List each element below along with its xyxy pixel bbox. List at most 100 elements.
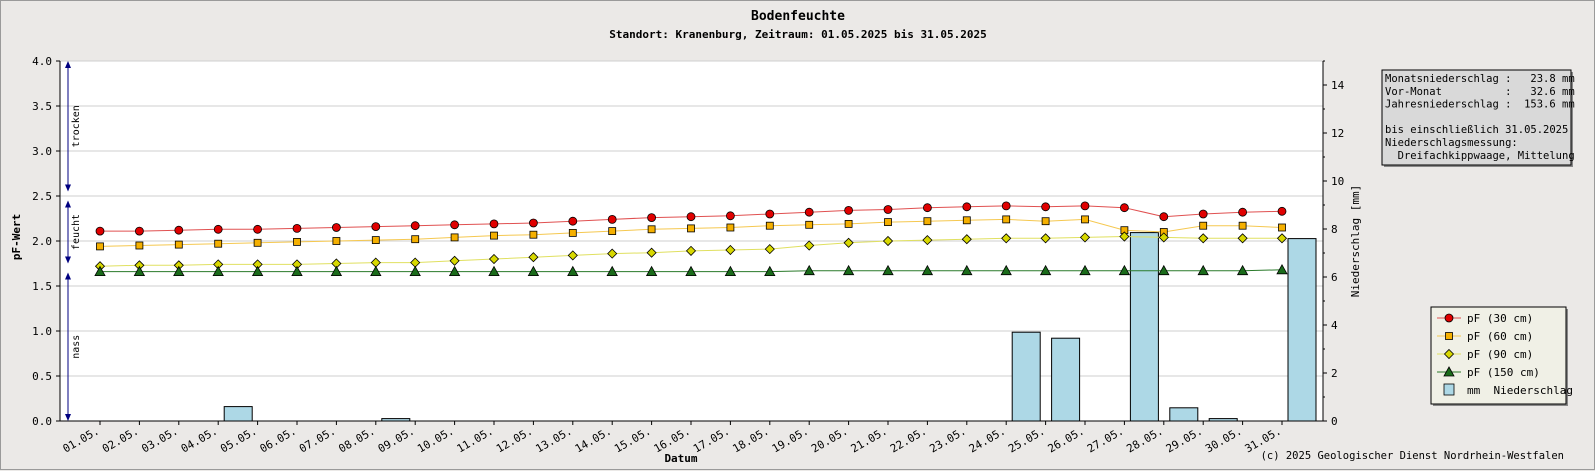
y2-axis-label: Niederschlag [mm] <box>1349 185 1362 298</box>
data-point <box>1040 233 1051 244</box>
data-point <box>1002 215 1011 224</box>
data-point <box>488 265 500 277</box>
x-tick-label: 09.05. <box>376 424 417 455</box>
info-box-line: bis einschließlich 31.05.2025 <box>1385 124 1568 136</box>
x-tick-label: 15.05. <box>612 424 653 455</box>
data-point <box>725 244 736 256</box>
precipitation-bar <box>1011 331 1041 422</box>
info-box-line: Niederschlagsmessung: <box>1385 137 1518 149</box>
data-point <box>961 234 972 245</box>
x-tick-label: 06.05. <box>258 424 299 455</box>
data-point <box>1120 203 1129 213</box>
y-tick-label: 1.0 <box>32 325 52 338</box>
data-point <box>1236 264 1249 276</box>
x-tick-label: 10.05. <box>415 424 456 455</box>
data-point <box>173 265 185 277</box>
data-point <box>448 265 461 277</box>
x-tick-label: 26.05. <box>1046 424 1087 455</box>
data-point <box>1197 264 1209 276</box>
data-point <box>1237 233 1248 244</box>
data-point <box>726 211 735 221</box>
y2-tick-label: 6 <box>1331 271 1338 284</box>
data-point <box>450 220 460 230</box>
data-point <box>1199 221 1208 230</box>
zone-label: trocken <box>71 105 82 147</box>
data-point <box>1000 264 1012 276</box>
data-point <box>96 242 104 251</box>
data-point <box>253 238 262 247</box>
x-tick-label: 03.05. <box>139 424 180 455</box>
data-point <box>647 225 656 234</box>
zone-arrow-head <box>65 414 71 421</box>
x-tick-label: 25.05. <box>1006 424 1047 455</box>
data-point <box>95 226 105 236</box>
y2-tick-label: 10 <box>1331 175 1344 188</box>
legend-label: mm Niederschlag <box>1467 384 1573 397</box>
data-point <box>528 252 539 263</box>
x-tick-label: 20.05. <box>809 424 850 455</box>
zone-arrow-head <box>65 200 71 208</box>
data-point <box>409 265 421 277</box>
precipitation-bar <box>1287 238 1317 422</box>
data-point <box>882 235 894 247</box>
x-tick-label: 27.05. <box>1085 424 1126 455</box>
x-tick-label: 16.05. <box>652 424 693 455</box>
precipitation-bar <box>223 406 253 422</box>
data-point <box>94 265 106 277</box>
x-tick-label: 29.05. <box>1164 424 1205 455</box>
legend-marker <box>1443 366 1455 377</box>
chart-subtitle: Standort: Kranenburg, Zeitraum: 01.05.20… <box>609 28 987 41</box>
x-tick-label: 08.05. <box>336 424 377 455</box>
legend-marker <box>1443 383 1455 396</box>
zone-arrow-head <box>65 256 71 264</box>
data-point <box>844 219 853 228</box>
data-point <box>923 203 932 213</box>
data-point <box>685 265 697 277</box>
data-point <box>251 265 264 277</box>
info-box-line: Vor-Monat : 32.6 mm <box>1385 86 1575 98</box>
data-point <box>1001 233 1012 244</box>
data-point <box>449 255 460 266</box>
data-point <box>1198 233 1209 244</box>
zone-label: nass <box>71 335 82 359</box>
data-point <box>330 265 343 277</box>
data-point <box>371 222 381 232</box>
data-point <box>331 223 341 232</box>
y-tick-label: 2.5 <box>32 190 52 203</box>
data-point <box>411 235 420 244</box>
data-point <box>1278 223 1286 232</box>
x-tick-label: 12.05. <box>494 424 535 455</box>
data-point <box>293 237 301 246</box>
y2-tick-label: 4 <box>1331 319 1338 332</box>
x-tick-label: 04.05. <box>179 424 220 455</box>
data-point <box>253 224 263 234</box>
legend-marker <box>1445 332 1453 340</box>
zone-label: feucht <box>71 214 82 250</box>
data-point <box>921 264 934 276</box>
legend: pF (30 cm) pF (60 cm) pF (90 cm) pF (150 cm… <box>1430 306 1573 406</box>
data-point <box>922 235 933 246</box>
y-tick-label: 0.0 <box>32 415 52 428</box>
data-point <box>805 220 814 229</box>
data-point <box>804 240 815 251</box>
info-box-background <box>1381 69 1572 166</box>
y-tick-label: 4.0 <box>32 55 52 68</box>
data-point <box>1079 232 1091 243</box>
data-point <box>174 240 183 249</box>
x-tick-label: 30.05. <box>1203 424 1244 455</box>
x-tick-label: 05.05. <box>218 424 259 455</box>
y-tick-label: 0.5 <box>32 370 52 383</box>
data-point <box>212 265 224 277</box>
data-point <box>726 223 735 232</box>
data-point <box>567 265 579 277</box>
data-point <box>764 265 776 277</box>
data-point <box>842 264 855 276</box>
data-point <box>370 265 382 277</box>
data-point <box>1158 232 1169 243</box>
x-tick-label: 11.05. <box>455 424 496 455</box>
data-point <box>490 231 498 240</box>
x-tick-label: 24.05. <box>967 424 1008 455</box>
data-point <box>843 237 854 248</box>
